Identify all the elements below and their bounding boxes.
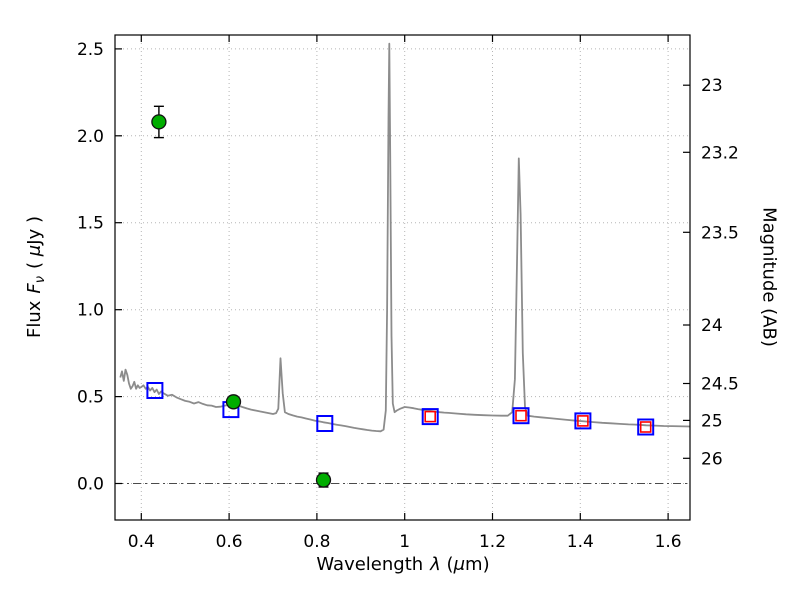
x-tick-label: 0.6: [216, 532, 243, 552]
magnitude-tick-label: 24: [701, 316, 723, 336]
lambda-symbol: λ: [430, 554, 441, 575]
magnitude-tick-label: 24.5: [701, 375, 739, 395]
mu-jy-symbol: μ: [24, 244, 45, 257]
x-label-text: Wavelength: [316, 554, 424, 575]
model-photometry-red-squares: [424, 409, 652, 433]
x-tick-label: 1.6: [655, 532, 682, 552]
nu-subscript: ν: [33, 275, 48, 284]
x-axis-label: Wavelength λ (μm): [316, 554, 489, 575]
flux-tick-label: 2.5: [77, 40, 104, 60]
x-tick-label: 1.2: [479, 532, 506, 552]
magnitude-tick-label: 23: [701, 76, 723, 96]
flux-tick-label: 2.0: [77, 127, 104, 147]
mu-symbol: μ: [453, 554, 466, 575]
flux-unit-text: Jy ): [24, 216, 45, 245]
axes-frame: [114, 34, 691, 521]
x-tick-label: 0.4: [128, 532, 155, 552]
x-label-unit: m): [465, 554, 490, 575]
flux-unit-paren: (: [24, 256, 45, 269]
flux-tick-label: 1.5: [77, 214, 104, 234]
magnitude-tick-label: 23.5: [701, 223, 739, 243]
x-tick-label: 1.4: [567, 532, 594, 552]
observed-photometry-points: [151, 114, 332, 488]
flux-symbol: F: [24, 283, 45, 294]
flux-label-text: Flux: [24, 300, 45, 338]
x-label-paren: (: [440, 554, 454, 575]
axis-ticks: [115, 35, 690, 520]
magnitude-tick-label: 23.2: [701, 143, 739, 163]
flux-tick-label: 0.0: [77, 475, 104, 495]
x-tick-label: 0.8: [303, 532, 330, 552]
magnitude-tick-label: 26: [701, 449, 723, 469]
magnitude-tick-label: 25: [701, 411, 723, 431]
flux-tick-label: 0.5: [77, 388, 104, 408]
y-axis-label-right: Magnitude (AB): [758, 207, 780, 347]
flux-tick-label: 1.0: [77, 301, 104, 321]
error-bars: [153, 105, 329, 488]
grid-lines: [115, 35, 690, 520]
spectrum-line: [119, 42, 691, 433]
x-tick-label: 1: [399, 532, 410, 552]
y-axis-label-left: Flux Fν ( μJy ): [24, 216, 48, 338]
model-photometry-blue-squares: [146, 382, 655, 436]
tick-labels: 0.4 0.6 0.8 1 1.2 1.4 1.6 0.0 0.5 1.0 1.5 2.0 2.5 23 2…: [77, 40, 739, 552]
